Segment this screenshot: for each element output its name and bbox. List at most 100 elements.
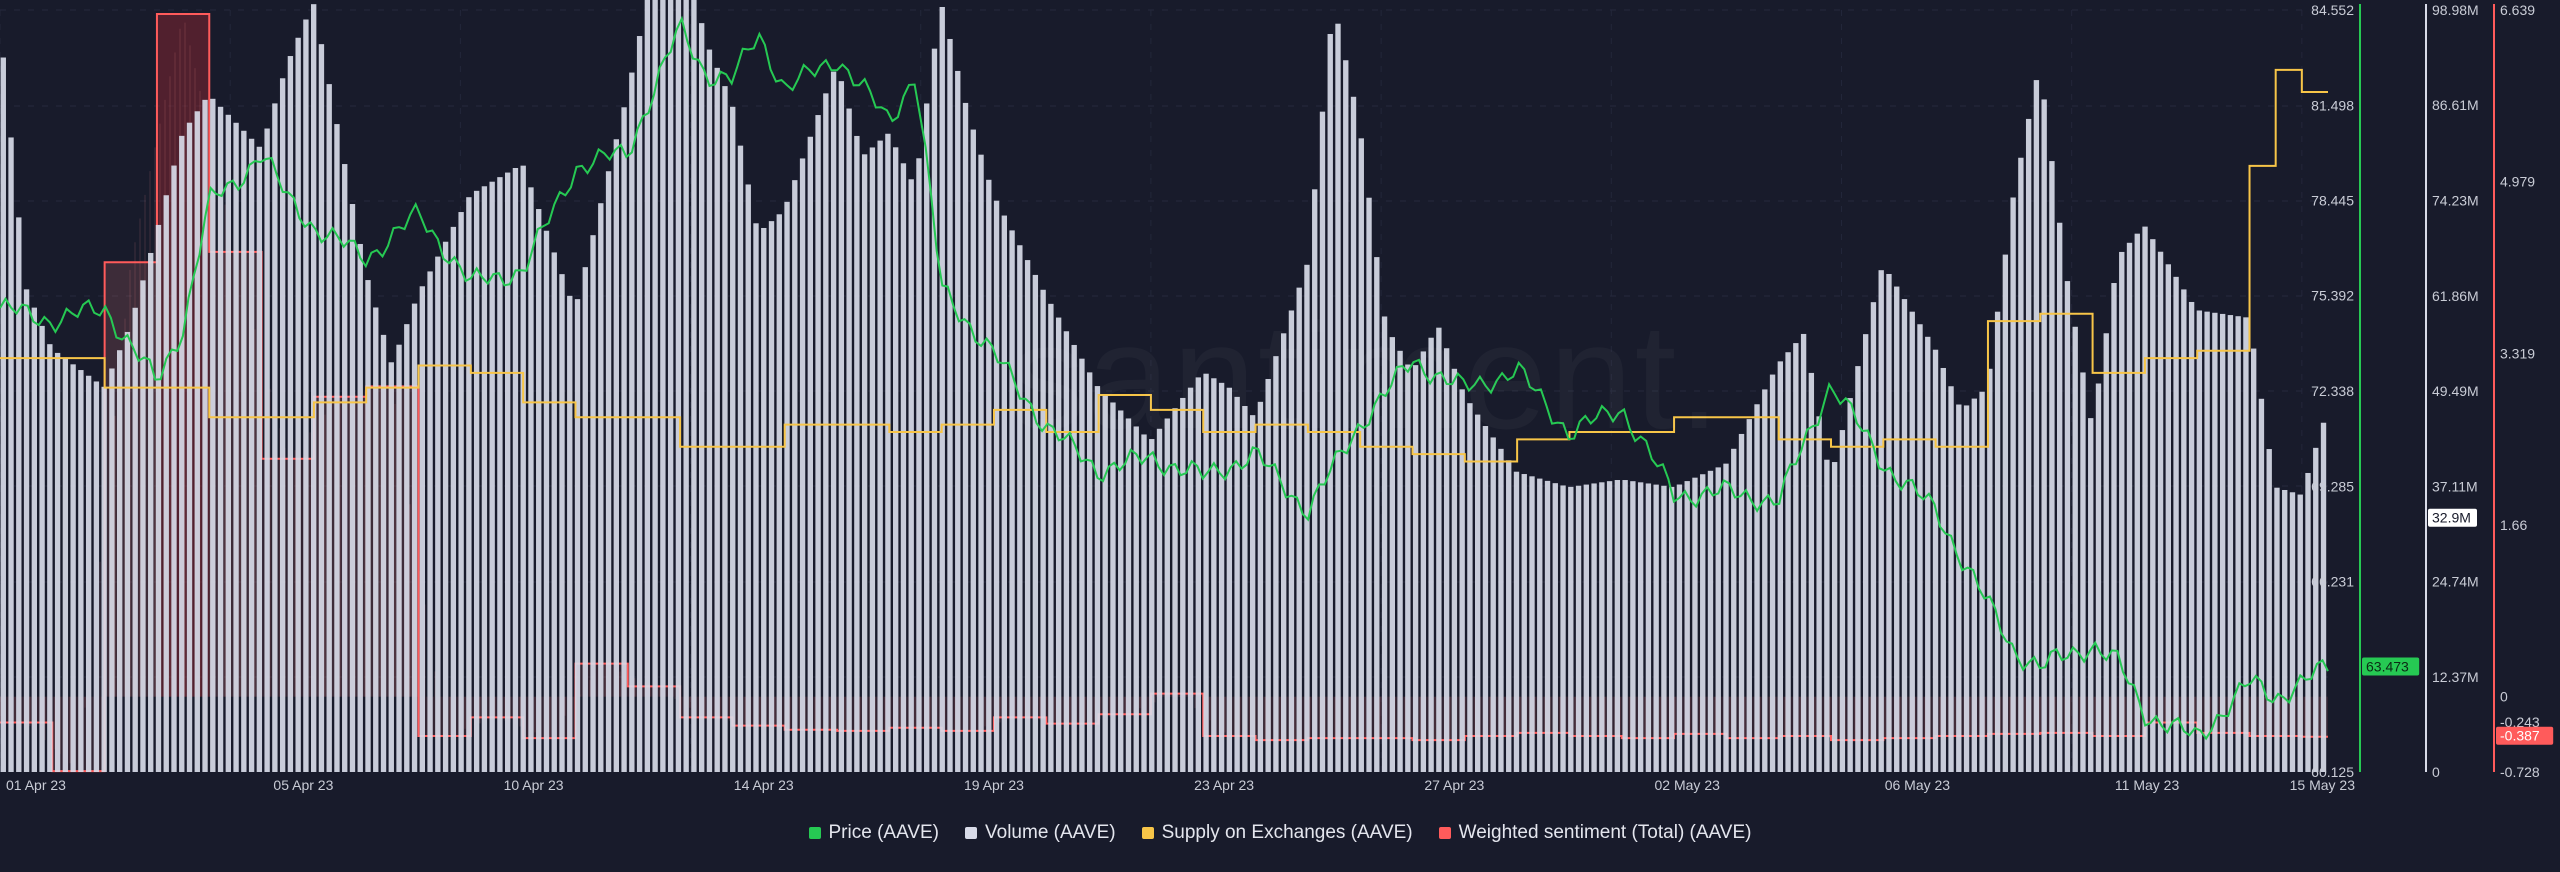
volume-bar: [1389, 337, 1395, 772]
volume-bar: [2282, 489, 2288, 772]
x-axis-tick: 10 Apr 23: [504, 777, 564, 793]
volume-bar: [2142, 226, 2148, 772]
volume-bar: [1327, 33, 1333, 773]
volume-bar: [256, 146, 263, 772]
volume-bar: [706, 49, 713, 772]
volume-bar: [955, 70, 961, 772]
legend-label-price: Price (AAVE): [828, 822, 940, 843]
volume-bar: [427, 271, 433, 772]
volume-bar: [893, 147, 899, 772]
volume-bar: [1777, 361, 1783, 772]
volume-bar: [916, 158, 922, 773]
volume-bar: [1218, 382, 1225, 772]
volume-bar: [1878, 270, 1884, 772]
legend-swatch-volume: [965, 827, 978, 839]
volume-bar: [1459, 389, 1465, 772]
volume-bar: [357, 243, 363, 772]
volume-bar: [311, 4, 317, 772]
volume-bar: [629, 72, 635, 772]
volume-bar: [2018, 157, 2024, 772]
volume-bar: [753, 223, 759, 773]
volume-bar: [559, 274, 565, 772]
volume-bar: [667, 0, 674, 772]
volume-bar: [2095, 383, 2102, 772]
volume-bar: [411, 303, 418, 772]
volume-bar: [388, 362, 394, 772]
volume-bar: [574, 299, 581, 772]
volume-bar: [605, 171, 612, 772]
volume-bar: [807, 136, 813, 772]
volume-bar: [1110, 402, 1116, 772]
volume-bar: [1669, 486, 1675, 772]
volume-bar: [730, 106, 736, 772]
x-axis-tick: 15 May 23: [2290, 777, 2356, 793]
volume-bar: [1335, 23, 1341, 773]
volume-bar: [2041, 99, 2047, 773]
volume-bar: [8, 137, 14, 772]
volume-bar: [140, 280, 146, 772]
x-axis-tick: 05 Apr 23: [273, 777, 333, 793]
volume-bar: [877, 140, 883, 772]
volume-bar: [1723, 463, 1729, 772]
volume-bar: [1087, 372, 1093, 772]
volume-bar: [1506, 460, 1512, 772]
volume-bar: [1467, 403, 1473, 772]
sentiment-axis-tick: 3.319: [2500, 345, 2535, 361]
volume-bar: [636, 36, 643, 773]
volume-bar: [776, 214, 782, 772]
legend-label-volume: Volume (AAVE): [985, 822, 1116, 843]
legend-swatch-price: [808, 827, 821, 839]
volume-bar: [481, 186, 488, 772]
volume-bar: [179, 135, 185, 773]
volume-bar: [1017, 245, 1023, 772]
volume-bar: [1793, 343, 1799, 772]
volume-bar: [1769, 374, 1776, 772]
volume-bar: [2297, 494, 2303, 772]
volume-bar: [2072, 326, 2078, 772]
volume-bar: [792, 180, 798, 773]
volume-bar: [62, 358, 69, 772]
volume-bar: [761, 227, 767, 772]
volume-bar: [365, 280, 371, 772]
volume-bar: [248, 138, 255, 772]
volume-bar: [1863, 334, 1869, 772]
volume-bar: [536, 209, 542, 772]
legend-item-price[interactable]: Price (AAVE): [808, 822, 940, 844]
volume-bar: [2258, 398, 2265, 772]
legend-item-supply[interactable]: Supply on Exchanges (AAVE): [1141, 822, 1413, 844]
volume-bar: [303, 19, 309, 772]
volume-bar: [1180, 397, 1186, 772]
volume-bar: [745, 184, 751, 772]
volume-bar: [1917, 324, 1923, 772]
volume-bar: [1994, 311, 2001, 772]
price-axis-tick: 81.498: [2311, 97, 2354, 113]
volume-bar: [652, 0, 658, 772]
price-axis-tick: 84.552: [2311, 2, 2354, 18]
volume-bar: [1040, 289, 1046, 772]
volume-bar: [908, 179, 914, 773]
volume-bar: [225, 114, 231, 773]
volume-bar: [217, 106, 224, 773]
volume-bar: [505, 172, 511, 772]
legend-item-volume[interactable]: Volume (AAVE): [965, 822, 1116, 844]
sentiment-axis-tick: -0.728: [2500, 764, 2540, 780]
volume-bar: [1296, 287, 1302, 772]
volume-bar: [1785, 352, 1791, 772]
volume-bar: [1490, 437, 1496, 772]
volume-bar: [16, 217, 22, 772]
volume-bar: [1552, 483, 1558, 772]
volume-bar: [869, 147, 876, 773]
volume-bar: [512, 167, 519, 772]
volume-bar: [1374, 257, 1380, 772]
sentiment-axis-tick: 0: [2500, 689, 2508, 705]
volume-bar: [1436, 327, 1442, 772]
volume-bar: [1692, 477, 1698, 772]
volume-bar: [1847, 398, 1853, 772]
volume-bar: [2313, 447, 2319, 772]
volume-bar: [885, 133, 891, 772]
volume-bar: [1700, 474, 1706, 772]
volume-bar: [644, 0, 651, 772]
legend-item-sentiment[interactable]: Weighted sentiment (Total) (AAVE): [1438, 822, 1751, 844]
volume-current-badge: 32.9M: [2432, 510, 2471, 526]
